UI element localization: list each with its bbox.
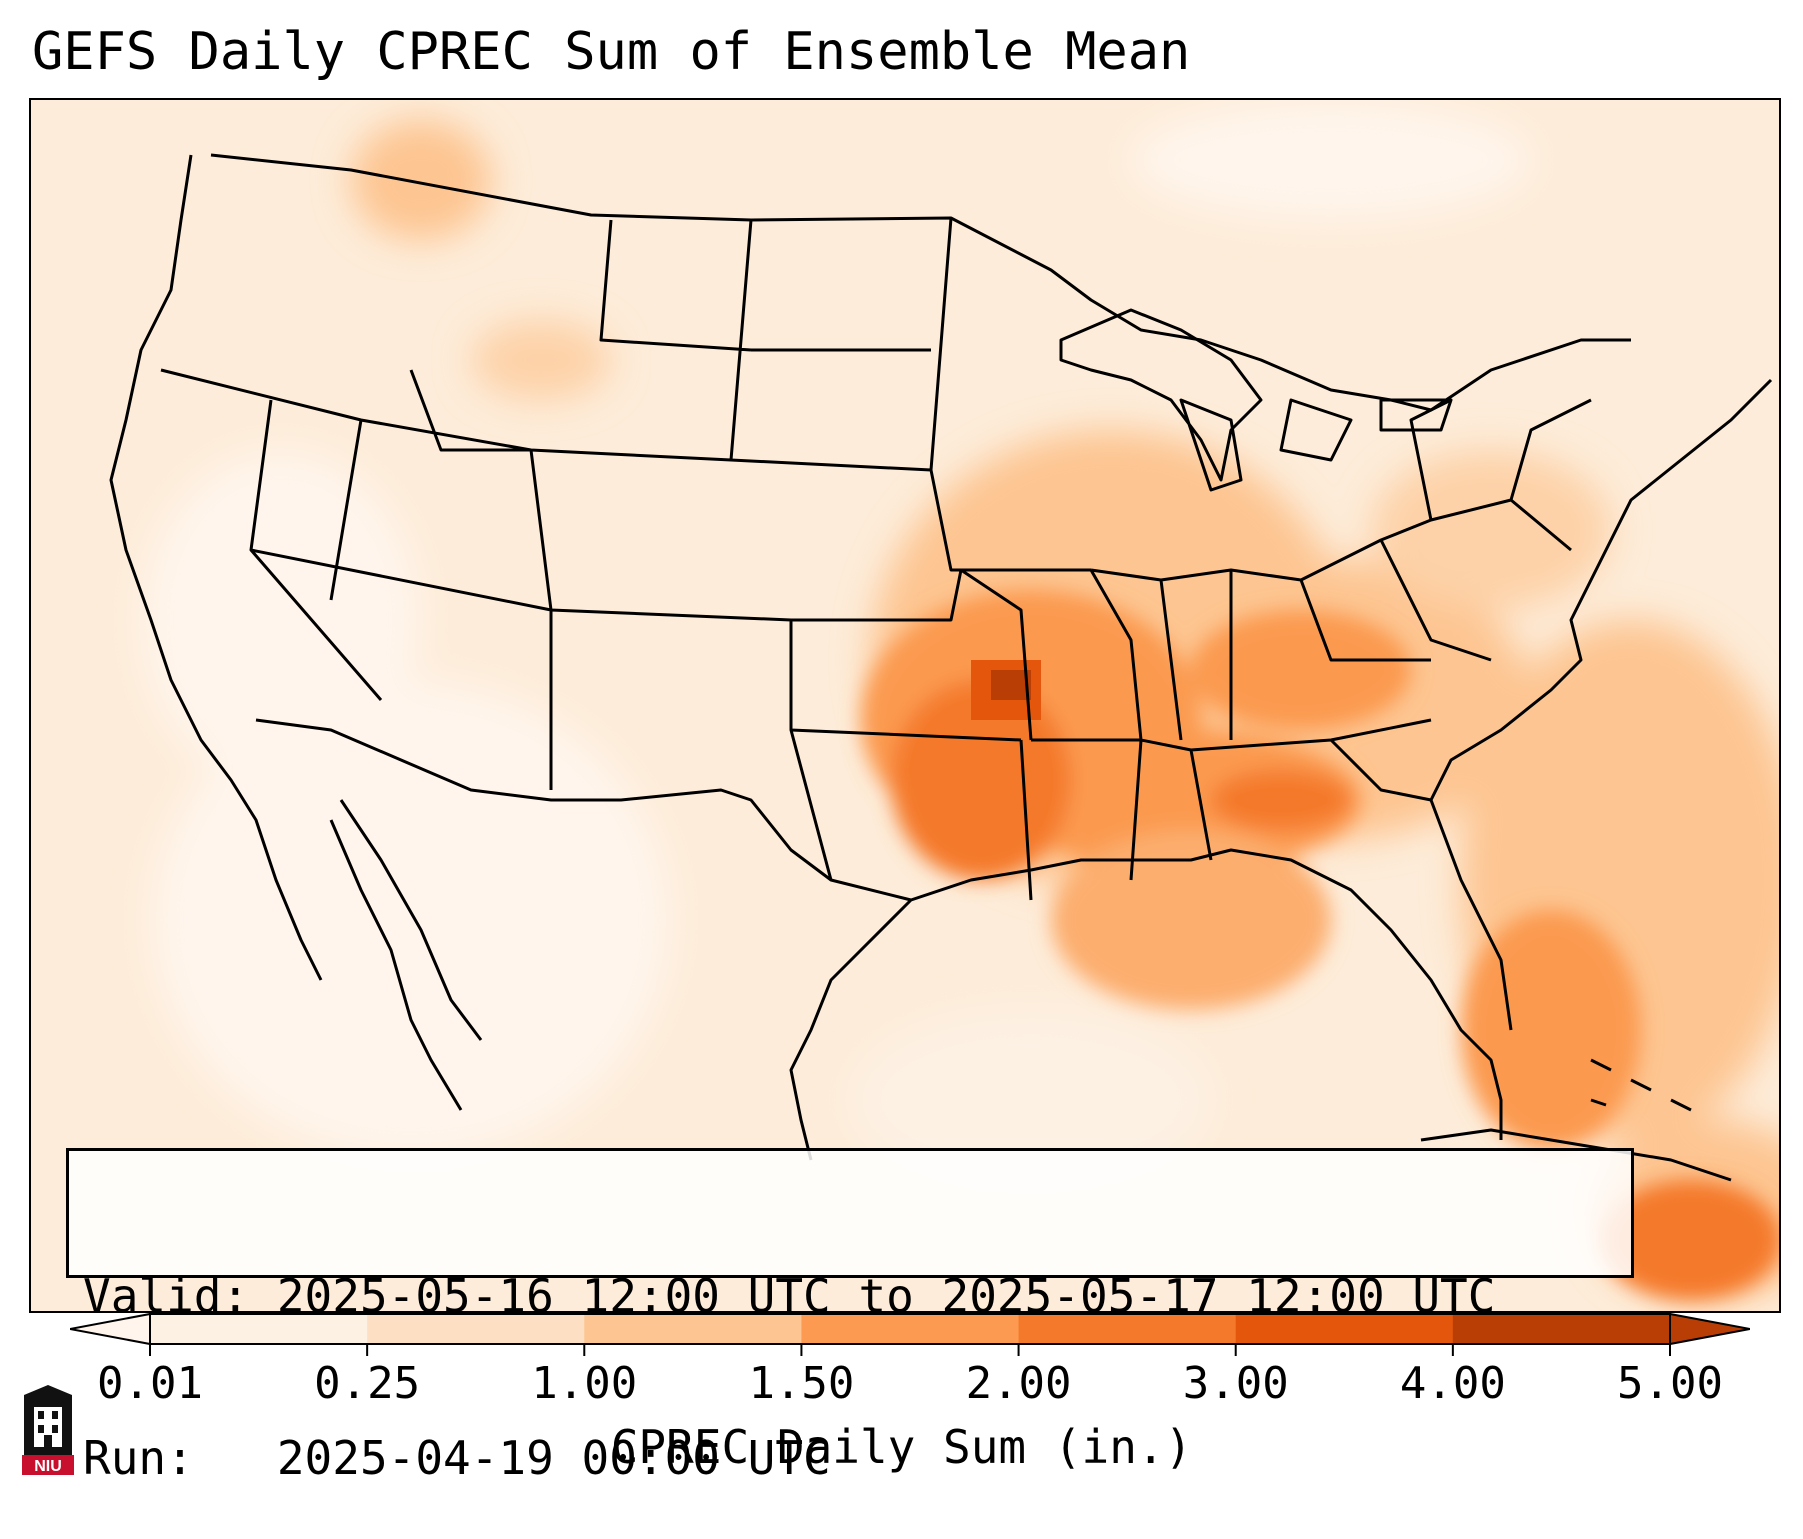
cuba-coastline: [1420, 1128, 1732, 1182]
bahamas-islands: [1590, 1058, 1692, 1112]
colorbar: [70, 1312, 1750, 1356]
colorbar-tick-label: 1.00: [531, 1358, 638, 1409]
great-lakes: [1059, 308, 1453, 492]
colorbar-segment: [367, 1314, 585, 1344]
colorbar-tick-label: 1.50: [748, 1358, 855, 1409]
colorbar-extend-right: [1669, 1312, 1750, 1346]
colorbar-segment: [1018, 1314, 1237, 1344]
us-mexico-border: [255, 718, 912, 902]
colorbar-segment: [584, 1314, 802, 1344]
colorbar-segments: [150, 1314, 1671, 1344]
colorbar-segment: [801, 1314, 1020, 1344]
atlantic-coastline: [1429, 378, 1773, 801]
gulf-coastline: [789, 799, 1513, 1161]
colorbar-segment: [1235, 1314, 1454, 1344]
colorbar-segment: [150, 1314, 368, 1344]
precip-field-max: [971, 660, 1041, 720]
colorbar-tick-label: 5.00: [1617, 1358, 1723, 1409]
niu-logo-text: NIU: [34, 1458, 62, 1475]
pacific-coastline: [109, 154, 323, 981]
state-boundaries: [160, 217, 1592, 901]
colorbar-tick-label: 4.00: [1399, 1358, 1506, 1409]
colorbar-outline: [149, 1313, 1671, 1345]
colorbar-segment: [1452, 1314, 1671, 1344]
colorbar-tick-label: 0.25: [314, 1358, 421, 1409]
validity-info-box: Valid: 2025-05-16 12:00 UTC to 2025-05-1…: [66, 1148, 1634, 1485]
us-canada-border: [210, 153, 1631, 412]
colorbar-tick-label: 0.01: [97, 1358, 203, 1409]
colorbar-ticks: [149, 1344, 1671, 1356]
precipitation-map-canvas: [31, 100, 1779, 1311]
colorbar-tick-label: 3.00: [1182, 1358, 1289, 1409]
map-title: GEFS Daily CPREC Sum of Ensemble Mean: [32, 22, 1191, 82]
niu-logo: NIU: [22, 1385, 74, 1475]
map-boundaries: [109, 153, 1773, 1182]
colorbar-tick-label: 2.00: [965, 1358, 1072, 1409]
run-time-line: Run: 2025-04-19 00:00 UTC: [83, 1431, 831, 1485]
colorbar-extend-left: [70, 1312, 151, 1346]
baja-coastline: [329, 799, 483, 1111]
colorbar-label: CPREC Daily Sum (in.): [610, 1420, 1193, 1474]
precipitation-map: [29, 98, 1781, 1313]
